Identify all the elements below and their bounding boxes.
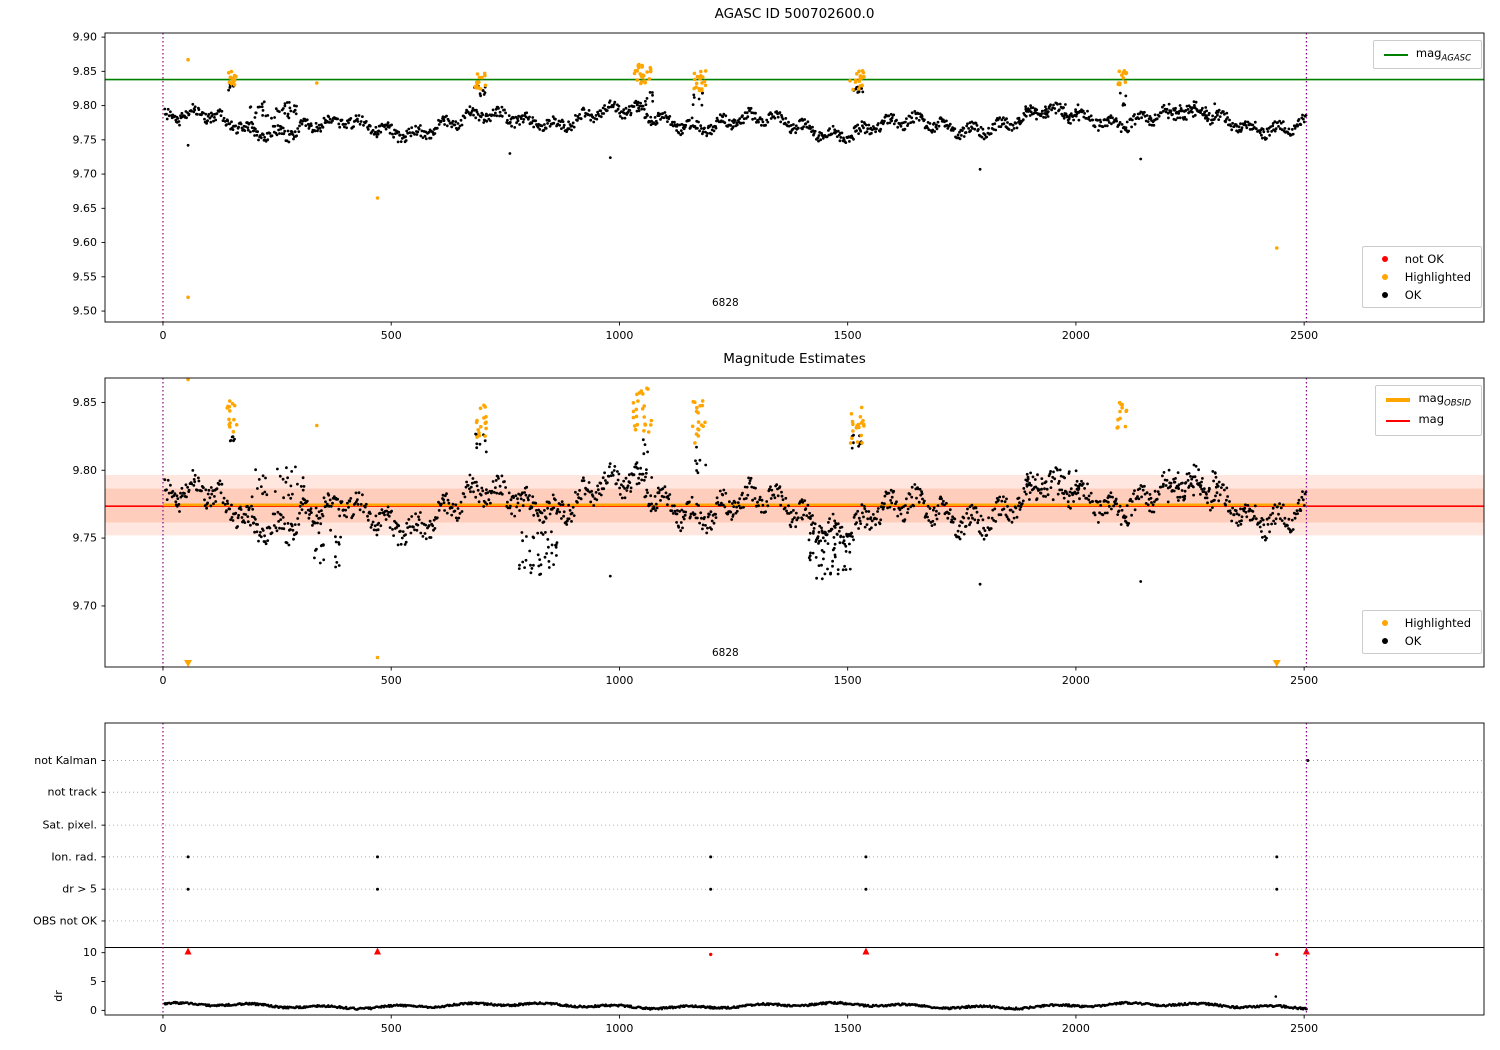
legend-row-highlighted: Highlighted [1373, 270, 1471, 284]
not-ok-label: not OK [1404, 252, 1444, 266]
obsid-annotation: 6828 [712, 297, 739, 309]
series-dr-big [184, 947, 1310, 957]
ok-label: OK [1404, 634, 1422, 648]
ok-dot-icon [1373, 638, 1397, 644]
svg-text:5: 5 [90, 975, 97, 988]
panel-magest-title: Magnitude Estimates [723, 351, 866, 367]
legend-points-panel2: Highlighted OK [1361, 610, 1482, 654]
svg-text:9.75: 9.75 [73, 133, 98, 146]
svg-text:2500: 2500 [1290, 329, 1318, 342]
series-flags [186, 759, 1310, 891]
mag-obsid-line-swatch [1386, 397, 1411, 402]
svg-text:9.85: 9.85 [73, 396, 98, 409]
clipped-high-triangle-icon [862, 947, 870, 955]
legend-row-ok: OK [1373, 288, 1471, 302]
svg-text:2500: 2500 [1290, 674, 1318, 687]
clipped-high-triangle-icon [374, 947, 382, 955]
ok-dot-icon [1373, 292, 1397, 298]
series-dr [163, 995, 1308, 1011]
axes-frame [104, 722, 1485, 1016]
series-ok [163, 432, 1308, 586]
svg-text:2000: 2000 [1062, 1022, 1090, 1035]
svg-text:9.55: 9.55 [73, 270, 98, 283]
series-ok [163, 82, 1308, 171]
svg-text:9.70: 9.70 [73, 599, 98, 612]
highlighted-dot-icon [1373, 274, 1397, 280]
panel-agasc: 0 500 1000 1500 2000 2500 9.50 9.55 9.60 9.65 9.70… [73, 31, 1485, 342]
svg-text:9.50: 9.50 [73, 305, 98, 318]
legend-row-mag-obsid: magOBSID [1386, 391, 1471, 408]
svg-text:1000: 1000 [605, 1022, 633, 1035]
obsid-annotation: 6828 [712, 647, 739, 659]
highlighted-label: Highlighted [1404, 616, 1471, 630]
legend-row-highlighted-2: Highlighted [1373, 616, 1471, 630]
svg-text:1500: 1500 [834, 329, 862, 342]
svg-text:OBS not OK: OBS not OK [33, 914, 98, 927]
svg-text:9.85: 9.85 [73, 65, 98, 78]
svg-text:0: 0 [159, 674, 166, 687]
mag-label: mag [1418, 412, 1445, 427]
svg-text:500: 500 [381, 1022, 402, 1035]
svg-text:9.75: 9.75 [73, 532, 98, 545]
svg-text:500: 500 [381, 329, 402, 342]
clipped-low-triangle-icon [1272, 660, 1281, 667]
panel-flags: 0 500 1000 1500 2000 2500 not Kalman not track S… [33, 722, 1485, 1035]
mag-agasc-label: magAGASC [1415, 46, 1471, 64]
svg-text:Sat. pixel.: Sat. pixel. [42, 819, 97, 832]
axes-frame [104, 377, 1485, 668]
ok-label: OK [1404, 288, 1422, 302]
clipped-high-triangle-icon [184, 947, 192, 955]
series-highlighted [186, 57, 1279, 300]
svg-text:9.65: 9.65 [73, 202, 98, 215]
highlighted-label: Highlighted [1404, 270, 1471, 284]
svg-text:2000: 2000 [1062, 329, 1090, 342]
svg-text:dr > 5: dr > 5 [62, 883, 97, 896]
svg-text:1000: 1000 [605, 329, 633, 342]
axis-ticks: 0 500 1000 1500 2000 2500 9.50 9.55 9.60 9.65 9.70… [73, 31, 1319, 342]
legend-row-mag-agasc: magAGASC [1383, 46, 1471, 64]
clipped-low-triangle-icon [184, 660, 193, 667]
axis-ticks: 0 500 1000 1500 2000 2500 9.70 9.75 9.80 9.85 [73, 396, 1319, 687]
legend-row-ok-2: OK [1373, 634, 1471, 648]
svg-text:not Kalman: not Kalman [34, 754, 97, 767]
svg-text:9.80: 9.80 [73, 464, 98, 477]
svg-text:1500: 1500 [834, 1022, 862, 1035]
svg-text:0: 0 [159, 329, 166, 342]
legend-points-panel1: not OK Highlighted OK [1361, 246, 1482, 308]
svg-text:9.80: 9.80 [73, 99, 98, 112]
svg-text:not track: not track [47, 786, 97, 799]
panel-agasc-title: AGASC ID 500702600.0 [714, 6, 875, 22]
svg-text:500: 500 [381, 674, 402, 687]
legend-row-mag: mag [1386, 412, 1471, 429]
axes-frame [104, 32, 1485, 323]
svg-text:9.70: 9.70 [73, 168, 98, 181]
svg-text:10: 10 [83, 946, 97, 959]
svg-text:2500: 2500 [1290, 1022, 1318, 1035]
svg-text:1500: 1500 [834, 674, 862, 687]
mag-agasc-line-swatch [1383, 53, 1408, 56]
svg-text:2000: 2000 [1062, 674, 1090, 687]
mag-obsid-label: magOBSID [1418, 391, 1471, 409]
axis-ticks: 0 500 1000 1500 2000 2500 not Kalman not track S… [33, 754, 1318, 1035]
svg-text:0: 0 [90, 1004, 97, 1017]
svg-text:1000: 1000 [605, 674, 633, 687]
highlighted-dot-icon [1373, 620, 1397, 626]
mag-line-swatch [1386, 419, 1411, 422]
svg-text:9.60: 9.60 [73, 236, 98, 249]
panel-magest: 0 500 1000 1500 2000 2500 9.70 9.75 9.80 9.85 6828 [73, 377, 1485, 687]
legend-row-not-ok: not OK [1373, 252, 1471, 266]
not-ok-dot-icon [1373, 256, 1397, 262]
series-highlighted [184, 377, 1281, 667]
svg-text:0: 0 [159, 1022, 166, 1035]
y-axis-label: dr [52, 990, 65, 1002]
legend-mag-lines: magOBSID mag [1375, 385, 1482, 436]
legend-mag-agasc: magAGASC [1372, 40, 1482, 70]
svg-text:Ion. rad.: Ion. rad. [51, 850, 97, 863]
svg-text:9.90: 9.90 [73, 31, 98, 44]
